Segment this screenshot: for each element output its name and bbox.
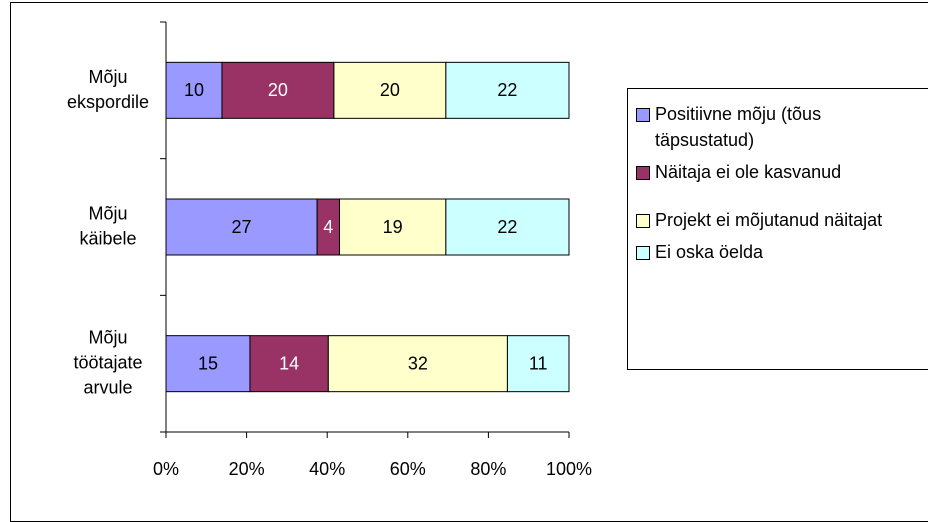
- x-tick-label: 40%: [309, 459, 345, 479]
- legend-swatch: [636, 108, 650, 122]
- bar-segment: [249, 335, 329, 393]
- bar-segment: [506, 335, 570, 393]
- data-label: 22: [497, 217, 517, 237]
- category-label: Mõju käibele: [79, 203, 136, 248]
- x-tick-label: 0%: [153, 459, 179, 479]
- legend: Positiivne mõju (tõus täpsustatud) Näitaj…: [627, 88, 928, 370]
- data-label: 20: [268, 80, 288, 100]
- legend-item: Positiivne mõju (tõus täpsustatud): [636, 101, 926, 153]
- category-label: Mõju töötajate arvule: [73, 327, 142, 397]
- legend-label: Ei oska öelda: [655, 242, 764, 262]
- x-tick-label: 20%: [229, 459, 265, 479]
- legend-item: Näitaja ei ole kasvanud: [636, 159, 926, 185]
- data-label: 20: [380, 80, 400, 100]
- legend-swatch: [636, 214, 650, 228]
- category-label: Mõju ekspordile: [67, 67, 149, 112]
- data-label: 27: [232, 217, 252, 237]
- bar-segment: [445, 198, 570, 256]
- bar-segment: [333, 61, 447, 119]
- bar-segment: [327, 335, 508, 393]
- chart: 0% 20% 40% 60% 80% 100% Mõju ekspordile 10 20 20 22…: [67, 21, 592, 479]
- legend-item: Projekt ei mõjutanud näitajat: [636, 207, 926, 233]
- legend-label: Projekt ei mõjutanud näitajat: [655, 210, 883, 230]
- data-label: 10: [184, 80, 204, 100]
- legend-item: Ei oska öelda: [636, 239, 926, 265]
- data-label: 11: [529, 353, 548, 373]
- bar-segment: [165, 61, 223, 119]
- bar-segment: [165, 198, 318, 256]
- x-tick-label: 100%: [546, 459, 592, 479]
- data-label: 14: [279, 353, 299, 373]
- legend-label: Positiivne mõju (tõus täpsustatud): [655, 104, 822, 150]
- page: 0% 20% 40% 60% 80% 100% Mõju ekspordile 10 20 20 22…: [10, 2, 928, 522]
- bar-segment: [445, 61, 570, 119]
- legend-swatch: [636, 246, 650, 260]
- bar-segment: [221, 61, 335, 119]
- bar-segment: [339, 198, 447, 256]
- data-label: 4: [323, 217, 333, 237]
- data-label: 22: [497, 80, 517, 100]
- x-tick-label: 80%: [470, 459, 506, 479]
- data-label: 32: [408, 353, 428, 373]
- data-label: 15: [198, 353, 218, 373]
- legend-label: Näitaja ei ole kasvanud: [655, 162, 842, 182]
- legend-swatch: [636, 166, 650, 180]
- x-tick-label: 60%: [390, 459, 426, 479]
- data-label: 19: [383, 217, 403, 237]
